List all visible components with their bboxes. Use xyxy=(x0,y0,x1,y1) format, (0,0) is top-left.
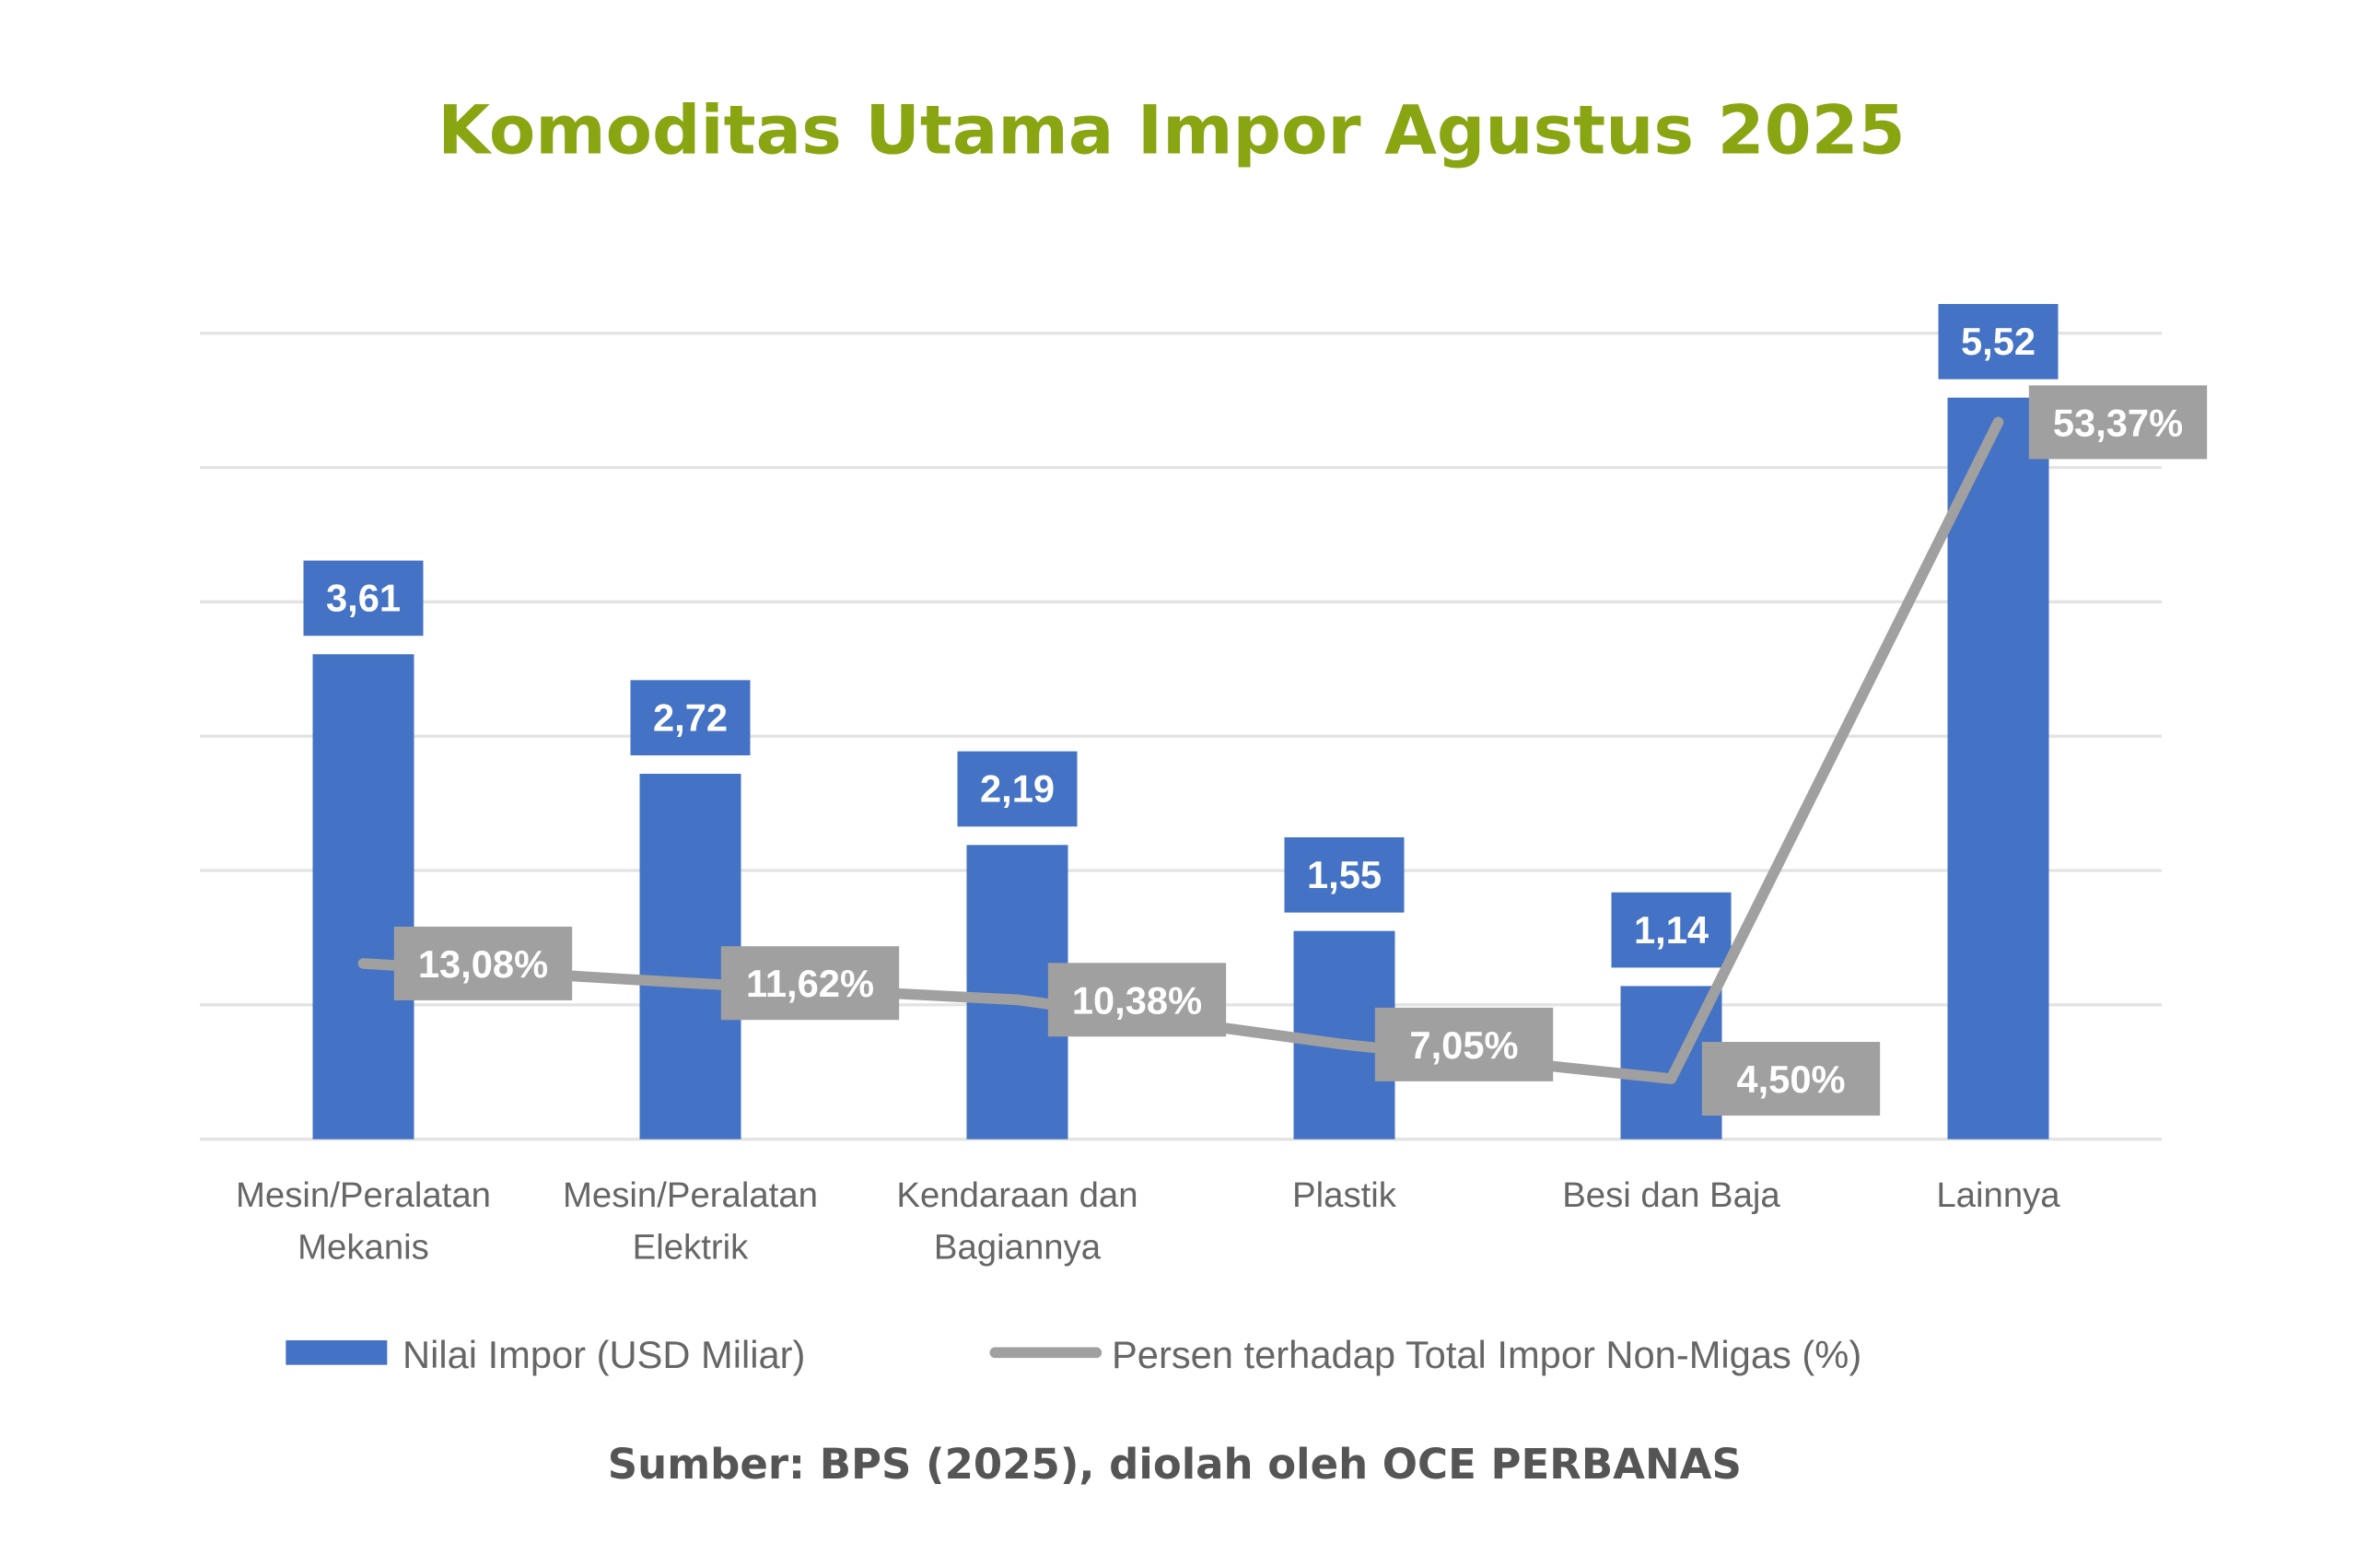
line-value-label: 7,05% xyxy=(1409,1023,1518,1067)
bar xyxy=(312,654,414,1139)
bar-value-label: 2,72 xyxy=(653,695,728,739)
bar-value-label: 3,61 xyxy=(326,577,401,620)
legend-label-line: Persen terhadap Total Impor Non-Migas (%… xyxy=(1112,1333,1861,1376)
legend-swatch-bar xyxy=(286,1340,388,1365)
bar-value-label-box xyxy=(1284,836,1405,913)
line-value-label: 53,37% xyxy=(2053,401,2183,444)
x-tick-label: Bagiannya xyxy=(934,1228,1102,1268)
bar-value-label: 2,19 xyxy=(980,767,1055,811)
bar-value-label-box xyxy=(303,560,424,637)
x-tick-label: Besi dan Baja xyxy=(1562,1175,1780,1215)
bar xyxy=(1947,397,2049,1139)
line-value-label: 13,08% xyxy=(418,942,548,986)
line-value-label: 10,38% xyxy=(1072,978,1202,1022)
x-tick-label: Mekanis xyxy=(298,1228,429,1268)
line-value-label-box xyxy=(393,926,573,1000)
x-tick-label: Mesin/Peralatan xyxy=(236,1175,491,1215)
line-value-label-box xyxy=(2028,385,2208,460)
bar-value-label: 1,14 xyxy=(1634,908,1709,952)
line-value-label-box xyxy=(720,946,900,1021)
line-value-label-box xyxy=(1047,963,1227,1037)
line-value-label: 11,62% xyxy=(746,962,874,1005)
x-tick-label: Mesin/Peralatan xyxy=(563,1175,818,1215)
bar-value-label-box xyxy=(1938,304,2059,380)
x-tick-label: Kendaraan dan xyxy=(896,1175,1138,1215)
source-note: Sumber: BPS (2025), diolah oleh OCE PERB… xyxy=(608,1440,1742,1489)
bar-value-label: 1,55 xyxy=(1307,853,1382,896)
line-value-label-box xyxy=(1374,1007,1554,1081)
x-tick-label: Lainnya xyxy=(1936,1175,2060,1215)
bar-value-label: 5,52 xyxy=(1961,320,2036,363)
legend-label-bar: Nilai Impor (USD Miliar) xyxy=(402,1333,805,1376)
x-tick-label: Elektrik xyxy=(633,1228,749,1268)
x-tick-label: Plastik xyxy=(1292,1175,1397,1215)
bar-value-label-box xyxy=(1611,892,1732,968)
chart-title: Komoditas Utama Impor Agustus 2025 xyxy=(438,92,1905,170)
legend: Nilai Impor (USD Miliar) Persen terhadap… xyxy=(286,1333,1861,1376)
bar-value-label-box xyxy=(957,751,1078,827)
bar-value-label-box xyxy=(630,680,751,755)
line-value-label: 4,50% xyxy=(1736,1058,1845,1101)
line-value-label-box xyxy=(1701,1042,1881,1116)
